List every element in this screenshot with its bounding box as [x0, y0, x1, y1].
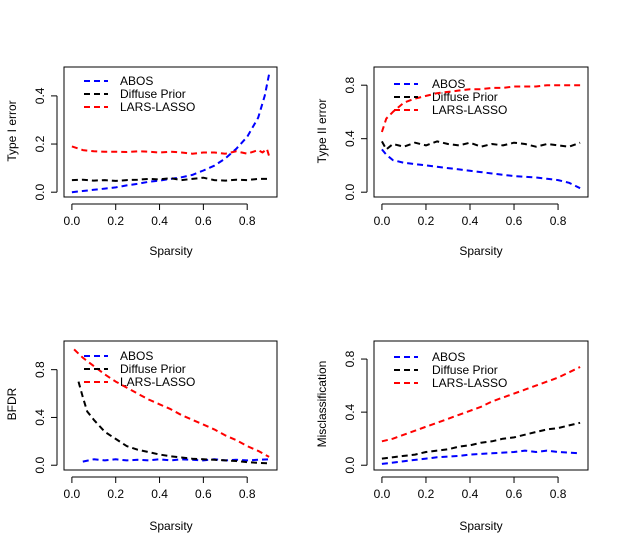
panel-type2-y-tick-label: 0.4: [343, 130, 357, 147]
panel-misclassification-x-tick-label: 0.8: [550, 487, 567, 501]
panel-bfdr-series-abos: [82, 458, 270, 463]
panel-type2-x-tick-label: 0.6: [506, 214, 523, 228]
panel-misclassification-y-tick-label: 0.0: [343, 457, 357, 474]
panel-misclassification-legend-abos: ABOS: [432, 350, 465, 364]
panel-bfdr-legend-abos: ABOS: [120, 349, 153, 363]
panel-type1: Type I error Sparsity ABOS Diffuse Prior…: [5, 66, 278, 258]
panel-misclassification-legend-diffuse: Diffuse Prior: [432, 363, 498, 377]
panel-type1-series-diffuse-prior: [71, 176, 270, 182]
panel-type1-y-tick-label: 0.2: [33, 135, 47, 152]
panel-type1-legend-diffuse: Diffuse Prior: [120, 87, 186, 101]
panel-type1-ylabel: Type I error: [5, 100, 19, 161]
panel-misclassification-series-lars-lasso: [381, 366, 581, 443]
panel-bfdr-legend-diffuse: Diffuse Prior: [120, 362, 186, 376]
panel-misclassification-x-tick-label: 0.2: [418, 487, 435, 501]
panel-bfdr-y-tick-label: 0.8: [33, 361, 47, 378]
panel-bfdr-frame: [63, 340, 278, 471]
panel-type2-x-tick-label: 0.4: [462, 214, 479, 228]
panel-type2-y-tick-label: 0.0: [343, 184, 357, 201]
panel-misclassification-series-diffuse-prior: [381, 421, 581, 460]
panel-misclassification-x-tick-label: 0.4: [462, 487, 479, 501]
panel-type2-legend-abos: ABOS: [432, 77, 465, 91]
panel-type1-x-tick-label: 0.2: [107, 214, 124, 228]
panel-type1-x-tick-label: 0.8: [239, 214, 256, 228]
panel-bfdr-x-tick-label: 0.2: [107, 487, 124, 501]
panel-type1-x-tick-label: 0.4: [151, 214, 168, 228]
panel-misclassification-x-tick-label: 0.0: [374, 487, 391, 501]
panel-bfdr-y-tick-label: 0.4: [33, 409, 47, 426]
panel-type2-series-lars-lasso: [380, 84, 581, 133]
panel-bfdr-series-lars-lasso: [73, 348, 270, 458]
panel-type2-legend-lars: LARS-LASSO: [432, 103, 507, 117]
panel-misclassification-series-abos: [381, 449, 581, 465]
panel-type2-frame: [373, 66, 589, 198]
panel-type1-frame: [63, 66, 278, 198]
panel-misclassification-y-tick-label: 0.8: [343, 350, 357, 367]
panel-type1-x-tick-label: 0.0: [64, 214, 81, 228]
panel-type1-series-abos: [71, 74, 271, 194]
panel-type2-y-tick-label: 0.8: [343, 77, 357, 94]
panel-bfdr-ylabel: BFDR: [5, 387, 19, 420]
panel-bfdr-series-diffuse-prior: [77, 381, 270, 465]
panel-misclassification-legend-lars: LARS-LASSO: [432, 376, 507, 390]
panel-type2-series-abos: [381, 148, 581, 190]
panel-type2-x-tick-label: 0.2: [418, 214, 435, 228]
panel-type2-legend-diffuse: Diffuse Prior: [432, 90, 498, 104]
panel-misclassification-x-tick-label: 0.6: [506, 487, 523, 501]
panel-bfdr-x-tick-label: 0.8: [239, 487, 256, 501]
panel-type1-x-tick-label: 0.6: [195, 214, 212, 228]
panel-type1-legend-lars: LARS-LASSO: [120, 100, 195, 114]
panel-type2-series-diffuse-prior: [381, 140, 581, 151]
panel-bfdr-x-tick-label: 0.4: [151, 487, 168, 501]
panel-bfdr: BFDR Sparsity ABOS Diffuse Prior LARS-LA…: [5, 340, 278, 533]
panel-misclassification-xlabel: Sparsity: [459, 519, 502, 533]
panel-bfdr-x-tick-label: 0.0: [64, 487, 81, 501]
panel-type1-y-tick-label: 0.4: [33, 87, 47, 104]
panel-type1-xlabel: Sparsity: [149, 244, 192, 258]
panel-bfdr-x-tick-label: 0.6: [195, 487, 212, 501]
panel-misclassification-ylabel: Misclassification: [315, 361, 329, 448]
panel-misclassification-frame: [373, 340, 589, 471]
panel-type2: Type II error Sparsity ABOS Diffuse Prio…: [315, 66, 589, 258]
panel-misclassification: Misclassification Sparsity ABOS Diffuse …: [315, 340, 589, 533]
panel-type2-x-tick-label: 0.0: [374, 214, 391, 228]
panel-type1-legend-abos: ABOS: [120, 74, 153, 88]
panel-type2-xlabel: Sparsity: [459, 244, 502, 258]
panel-bfdr-y-tick-label: 0.0: [33, 457, 47, 474]
panel-type1-y-tick-label: 0.0: [33, 184, 47, 201]
panel-type1-series-lars-lasso: [71, 145, 271, 157]
panel-type2-x-tick-label: 0.8: [550, 214, 567, 228]
panel-bfdr-xlabel: Sparsity: [149, 519, 192, 533]
panel-misclassification-y-tick-label: 0.4: [343, 403, 357, 420]
panel-type2-ylabel: Type II error: [315, 99, 329, 164]
panel-bfdr-legend-lars: LARS-LASSO: [120, 375, 195, 389]
